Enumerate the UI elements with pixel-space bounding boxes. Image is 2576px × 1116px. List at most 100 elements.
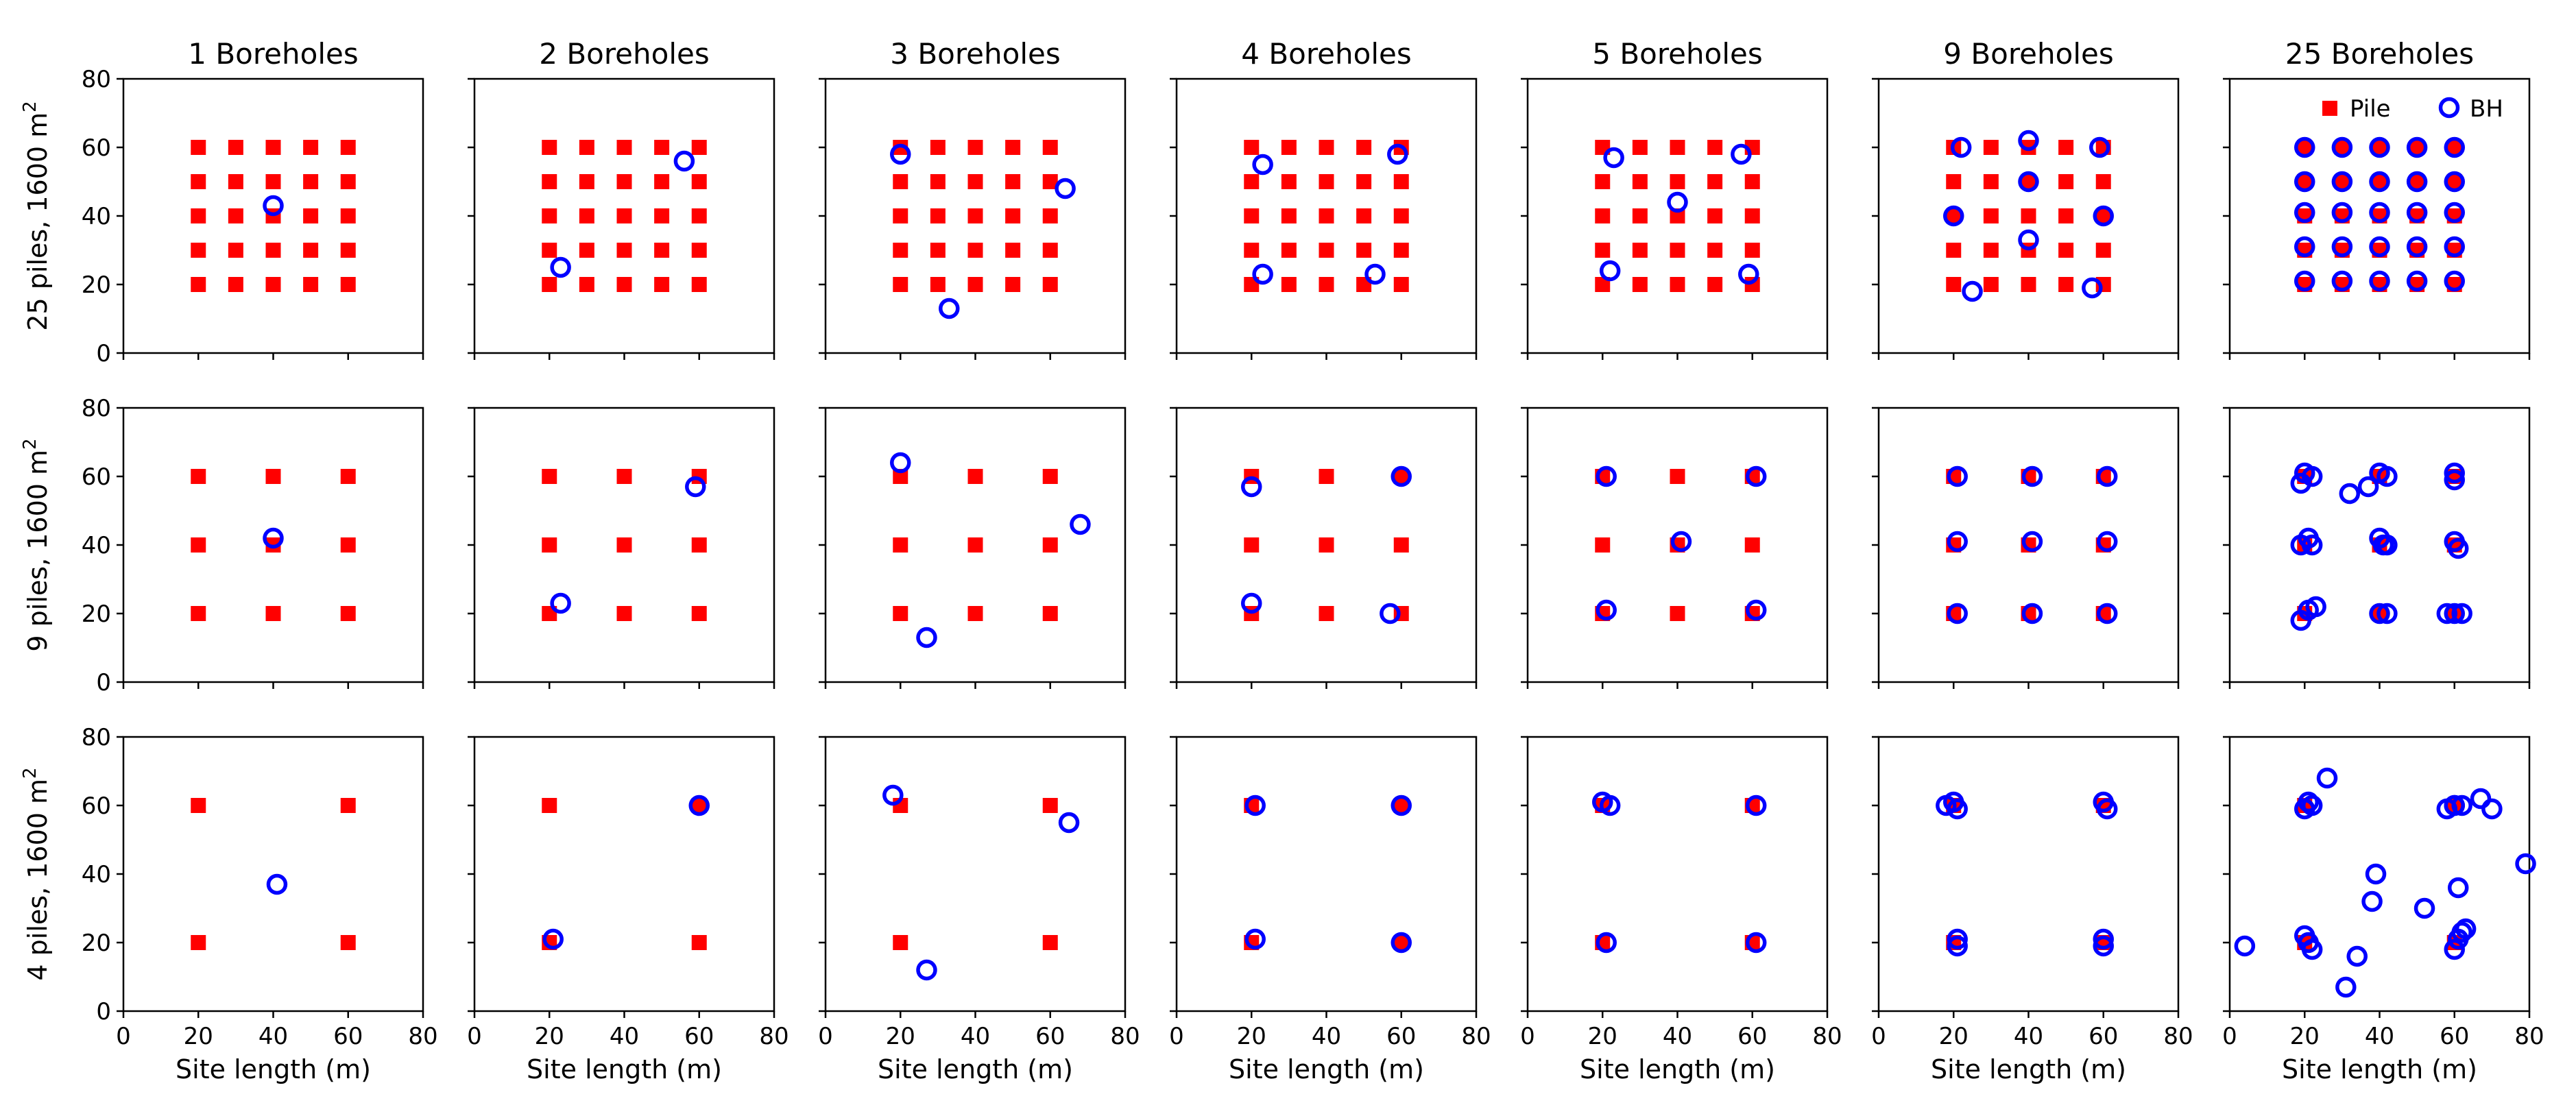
borehole-marker (1947, 531, 1968, 553)
pile-marker (967, 243, 983, 258)
pile-marker (1042, 537, 1058, 553)
pile-marker (1632, 174, 1648, 189)
borehole-marker (890, 143, 911, 165)
borehole-marker (916, 959, 937, 981)
borehole-marker (2294, 136, 2315, 158)
borehole-marker (2335, 976, 2357, 998)
pile-marker (2058, 243, 2074, 258)
pile-marker (1356, 243, 1372, 258)
x-tick-label: 80 (408, 1023, 437, 1050)
legend-bh-label: BH (2470, 95, 2503, 123)
pile-marker (1042, 469, 1058, 484)
pile-marker (1393, 537, 1409, 553)
pile-marker (967, 174, 983, 189)
pile-marker (1393, 243, 1409, 258)
pile-marker (1946, 243, 1962, 258)
pile-marker (1042, 798, 1058, 813)
y-axis-label-text: 9 piles, 1600 m (23, 450, 53, 652)
pile-marker (340, 140, 356, 155)
x-tick-label: 0 (1871, 1023, 1886, 1050)
borehole-marker (2294, 171, 2315, 193)
pile-marker (579, 277, 594, 292)
pile-marker (616, 469, 632, 484)
pile-marker (1319, 469, 1334, 484)
x-tick-label: 0 (818, 1023, 833, 1050)
borehole-marker (2447, 537, 2469, 559)
column-title: 9 Boreholes (1943, 37, 2113, 71)
pile-marker (654, 277, 670, 292)
x-tick-label: 80 (1812, 1023, 1842, 1050)
borehole-marker (1391, 932, 1412, 954)
pile-marker (1281, 208, 1297, 223)
borehole-marker (1244, 794, 1266, 816)
y-tick-label: 80 (82, 724, 111, 751)
pile-marker (616, 277, 632, 292)
x-axis-label: Site length (m) (1229, 1054, 1424, 1084)
borehole-marker (1667, 191, 1688, 213)
pile-marker (579, 208, 594, 223)
pile-marker (1393, 798, 1409, 813)
pile-marker (967, 277, 983, 292)
pile-marker (691, 537, 707, 553)
pile-marker (265, 174, 281, 189)
pile-marker (191, 537, 206, 553)
x-tick-label: 80 (1461, 1023, 1491, 1050)
pile-marker (1670, 606, 1685, 621)
pile-marker (1393, 935, 1409, 950)
y-tick-label: 80 (82, 66, 111, 93)
pile-marker (2446, 174, 2462, 189)
pile-marker (1946, 208, 1962, 223)
pile-marker (1946, 277, 1962, 292)
borehole-marker (2369, 236, 2390, 258)
x-tick-label: 20 (535, 1023, 564, 1050)
pile-marker (1005, 277, 1021, 292)
borehole-marker (1364, 263, 1386, 285)
panel-r3-c6: 0 20 40 60 80 Site length (m) (1871, 736, 2193, 1084)
borehole-marker (2444, 270, 2465, 292)
borehole-marker (1947, 928, 1968, 950)
x-tick-label: 80 (1110, 1023, 1140, 1050)
pile-marker (616, 537, 632, 553)
pile-marker (616, 606, 632, 621)
borehole-marker (2444, 603, 2465, 624)
pile-marker (303, 140, 319, 155)
x-tick-label: 0 (1169, 1023, 1184, 1050)
borehole-marker (2316, 767, 2338, 789)
borehole-marker (2447, 877, 2469, 899)
borehole-marker (2294, 202, 2315, 223)
borehole-marker (2301, 794, 2323, 816)
borehole-marker (2369, 603, 2390, 624)
legend-pile-swatch (2322, 101, 2337, 116)
borehole-marker (1962, 280, 1983, 302)
borehole-marker (2331, 136, 2353, 158)
x-axis-label: Site length (m) (527, 1054, 722, 1084)
pile-marker (2334, 140, 2350, 155)
panel-r1-c7: 25 Boreholes Pile BH (2223, 37, 2531, 360)
borehole-marker (2093, 205, 2114, 227)
y-tick-label: 0 (96, 998, 111, 1026)
column-title: 25 Boreholes (2285, 37, 2474, 71)
borehole-marker (1947, 935, 1968, 957)
panel-r1-c4: 4 Boreholes (1170, 37, 1478, 360)
pile-marker (967, 208, 983, 223)
borehole-marker (2305, 596, 2326, 618)
x-tick-label: 40 (1312, 1023, 1341, 1050)
x-axis-label: Site length (m) (2282, 1054, 2477, 1084)
pile-marker (691, 208, 707, 223)
pile-marker (967, 606, 983, 621)
panel-r1-c3: 3 Boreholes (819, 37, 1127, 360)
pile-marker (265, 606, 281, 621)
pile-marker (930, 277, 946, 292)
borehole-marker (2294, 270, 2315, 292)
pile-marker (1595, 277, 1611, 292)
column-title: 3 Boreholes (890, 37, 1060, 71)
pile-marker (2297, 174, 2313, 189)
pile-marker (542, 208, 557, 223)
pile-marker (893, 208, 908, 223)
panel-r1-c6: 9 Boreholes (1872, 37, 2180, 360)
pile-marker (228, 243, 243, 258)
x-tick-label: 60 (1737, 1023, 1767, 1050)
pile-marker (691, 174, 707, 189)
